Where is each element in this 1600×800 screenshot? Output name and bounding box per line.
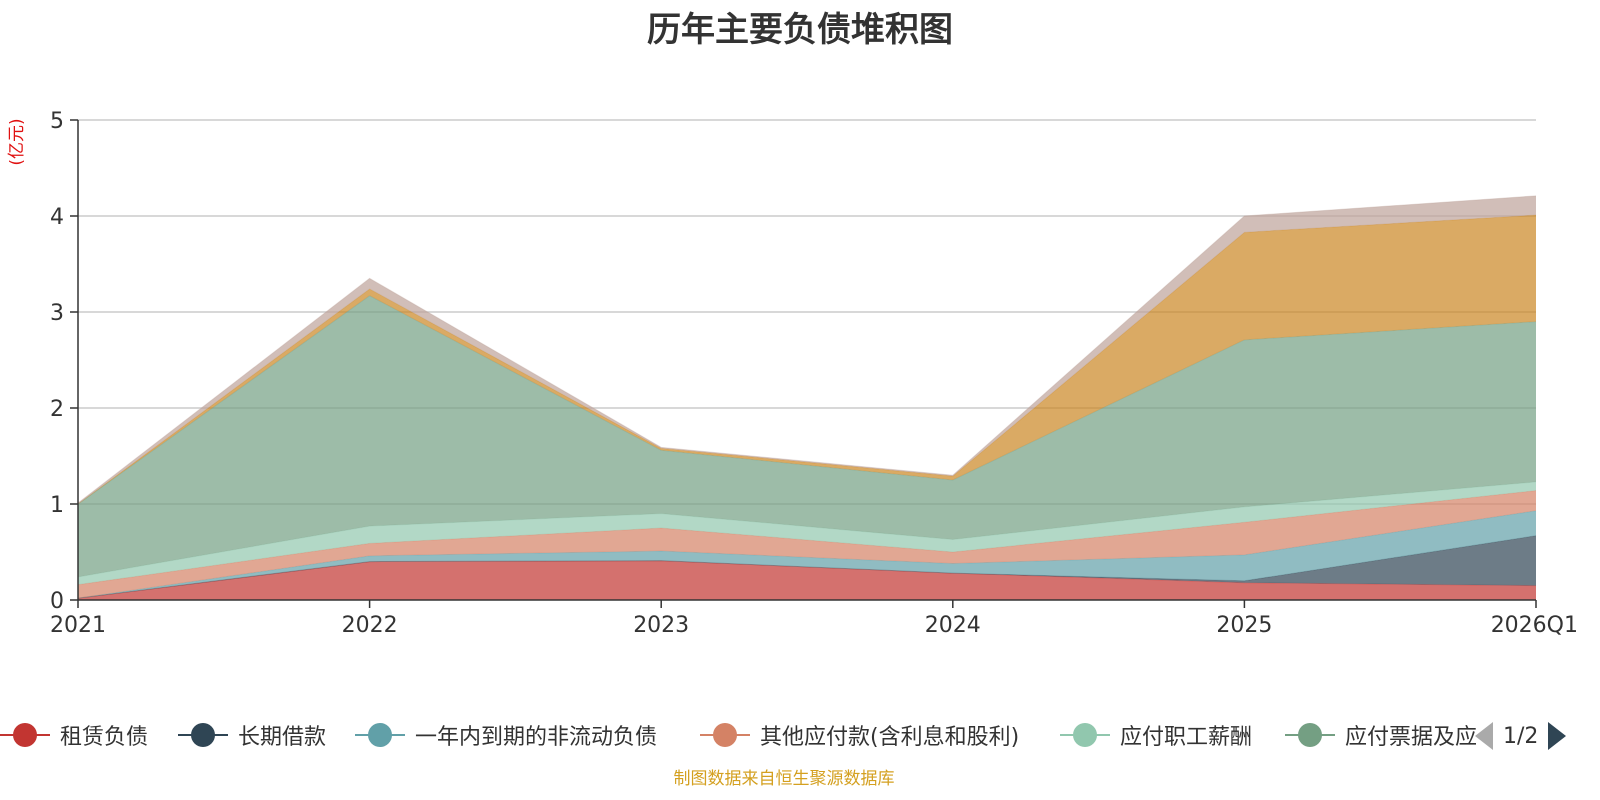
x-tick-label: 2026Q1 <box>1491 613 1578 638</box>
legend-label: 租赁负债 <box>60 725 149 750</box>
legend-item[interactable]: 应付职工薪酬 <box>1060 718 1252 752</box>
legend-page-label: 1/2 <box>1503 723 1539 749</box>
legend-item[interactable]: 一年内到期的非流动负债 <box>355 718 657 752</box>
legend-marker-icon <box>1060 718 1110 752</box>
legend-pager: 1/2 <box>1475 720 1567 752</box>
legend-label: 应付职工薪酬 <box>1120 725 1253 750</box>
area-series-6[interactable] <box>78 215 1536 505</box>
y-tick-label: 1 <box>50 493 64 518</box>
y-tick-label: 2 <box>50 397 64 422</box>
legend-label: 其他应付款(含利息和股利) <box>760 725 1020 750</box>
source-note: 制图数据来自恒生聚源数据库 <box>673 769 895 789</box>
area-series-4[interactable] <box>78 481 1536 585</box>
tick-labels: 0 1 2 3 4 5 2021 2022 2023 2024 2025 2026Q1 <box>50 109 1578 638</box>
area-series <box>77 195 1537 600</box>
legend-label: 应付票据及应 <box>1345 725 1478 750</box>
legend-item[interactable]: 长期借款 <box>178 718 326 752</box>
legend: 租赁负债 长期借款 一年内到期的非流动负债 其他应付款(含利息和股利) 应付职工薪酬 应付… <box>0 718 1600 752</box>
legend-label: 长期借款 <box>238 725 327 750</box>
x-tick-label: 2022 <box>342 613 398 638</box>
legend-marker-icon <box>355 718 405 752</box>
legend-item[interactable]: 其他应付款(含利息和股利) <box>700 718 1019 752</box>
legend-marker-icon <box>0 718 50 752</box>
y-tick-label: 5 <box>50 109 64 134</box>
x-tick-label: 2021 <box>50 613 106 638</box>
x-tick-label: 2024 <box>925 613 981 638</box>
axes <box>70 119 1537 608</box>
area-series-3[interactable] <box>78 490 1536 599</box>
y-tick-label: 3 <box>50 301 64 326</box>
triangle-right-icon[interactable] <box>1548 722 1567 750</box>
x-tick-label: 2023 <box>633 613 689 638</box>
y-axis-unit-label: (亿元) <box>7 118 27 165</box>
legend-marker-icon <box>1285 718 1335 752</box>
area-series-5[interactable] <box>78 295 1536 577</box>
chart-title: 历年主要负债堆积图 <box>647 10 953 50</box>
area-series-2[interactable] <box>78 510 1536 599</box>
legend-marker-icon <box>700 718 750 752</box>
x-tick-label: 2025 <box>1216 613 1272 638</box>
legend-marker-icon <box>178 718 228 752</box>
area-series-0[interactable] <box>78 560 1536 600</box>
legend-item[interactable]: 租赁负债 <box>0 718 148 752</box>
triangle-left-icon[interactable] <box>1475 722 1493 750</box>
y-tick-label: 0 <box>50 589 64 614</box>
legend-label: 一年内到期的非流动负债 <box>415 725 658 750</box>
y-tick-label: 4 <box>50 205 64 230</box>
area-series-edge-7 <box>77 195 1537 504</box>
legend-item[interactable]: 应付票据及应 <box>1285 718 1477 752</box>
